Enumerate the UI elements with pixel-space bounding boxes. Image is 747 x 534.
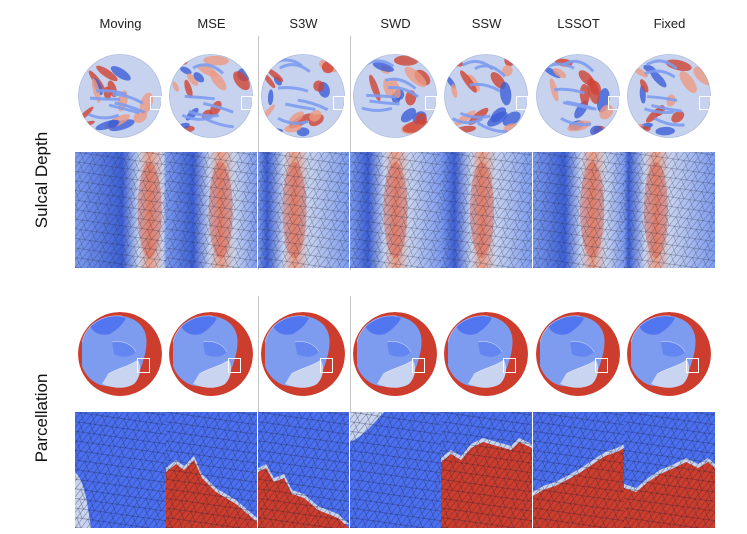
row-label-parcellation: Parcellation	[32, 373, 51, 463]
zoom-region-box	[425, 96, 437, 110]
parcellation-sphere-s3w	[261, 312, 345, 396]
sulcal-sphere-swd	[353, 54, 437, 138]
zoom-region-box	[503, 358, 516, 373]
parcellation-sphere-ssw	[444, 312, 528, 396]
column-header-ssw: SSW	[471, 16, 502, 31]
zoom-region-box	[699, 96, 711, 110]
zoom-region-box	[150, 96, 162, 110]
zoom-region-box	[228, 358, 241, 373]
zoom-region-box	[686, 358, 699, 373]
zoom-region-box	[516, 96, 528, 110]
sulcal-zoom-patch-lssot	[533, 152, 624, 268]
parcellation-zoom-patch-s3w	[258, 412, 349, 528]
parcellation-zoom-patch-lssot	[533, 412, 624, 528]
zoom-region-box	[333, 96, 345, 110]
row-label-sulcal-depth: Sulcal Depth	[32, 131, 51, 229]
column-header-mse: MSE	[197, 16, 226, 31]
divider-line	[350, 296, 351, 527]
parcellation-sphere-fixed	[627, 312, 711, 396]
parcellation-sphere-swd	[353, 312, 437, 396]
sulcal-sphere-ssw	[444, 54, 528, 138]
sulcal-zoom-patch-ssw	[441, 152, 532, 268]
parcellation-sphere-lssot	[536, 312, 620, 396]
parcellation-zoom-patch-mse	[166, 412, 257, 528]
sulcal-sphere-fixed	[627, 54, 711, 138]
sulcal-sphere-mse	[169, 54, 253, 138]
zoom-region-box	[137, 358, 150, 373]
zoom-region-box	[241, 96, 253, 110]
sulcal-sphere-moving	[78, 54, 162, 138]
sulcal-zoom-patch-swd	[350, 152, 441, 268]
sulcal-zoom-patch-moving	[75, 152, 166, 268]
parcellation-sphere-mse	[169, 312, 253, 396]
parcellation-sphere-moving	[78, 312, 162, 396]
parcellation-zoom-patch-moving	[75, 412, 166, 528]
zoom-region-box	[412, 358, 425, 373]
parcellation-zoom-patch-ssw	[441, 412, 532, 528]
column-header-s3w: S3W	[289, 16, 318, 31]
column-header-swd: SWD	[380, 16, 411, 31]
sulcal-zoom-patch-s3w	[258, 152, 349, 268]
sulcal-sphere-s3w	[261, 54, 345, 138]
sulcal-zoom-patch-mse	[166, 152, 257, 268]
parcellation-zoom-patch-fixed	[624, 412, 715, 528]
column-header-fixed: Fixed	[653, 16, 686, 31]
column-header-lssot: LSSOT	[557, 16, 600, 31]
parcellation-zoom-patch-swd	[350, 412, 441, 528]
zoom-region-box	[320, 358, 333, 373]
zoom-region-box	[608, 96, 620, 110]
divider-line	[258, 296, 259, 527]
sulcal-zoom-patch-fixed	[624, 152, 715, 268]
zoom-region-box	[595, 358, 608, 373]
column-header-moving: Moving	[99, 16, 142, 31]
